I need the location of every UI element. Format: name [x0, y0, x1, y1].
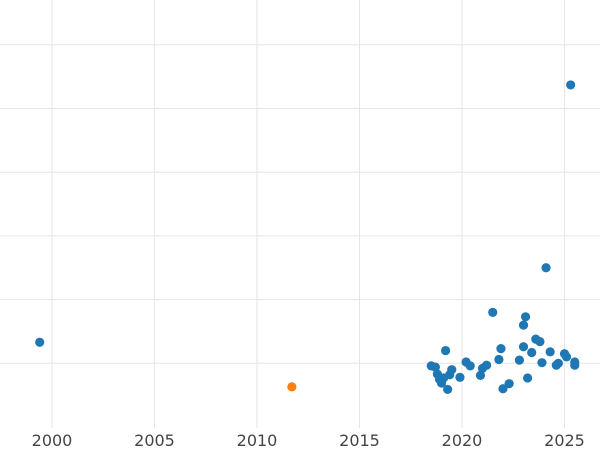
data-point-s0-39 [570, 357, 580, 367]
data-point-s0-23 [518, 342, 529, 352]
data-point-s0-10 [447, 365, 457, 375]
x-tick-label-2015: 2015 [339, 431, 380, 450]
data-point-s0-20 [498, 384, 508, 394]
data-point-s0-26 [523, 373, 533, 383]
data-point-s0-11 [455, 372, 465, 382]
data-point-s1-0 [287, 382, 297, 392]
data-point-s0-32 [545, 347, 555, 357]
data-point-s0-0 [35, 337, 45, 347]
data-point-s0-34 [553, 358, 563, 368]
data-points [35, 80, 580, 395]
data-point-s0-7 [441, 345, 451, 356]
x-tick-label-2005: 2005 [134, 431, 175, 450]
data-point-s0-22 [514, 355, 525, 365]
data-point-s0-25 [520, 312, 531, 322]
data-point-s0-31 [541, 263, 551, 273]
data-point-s0-8 [443, 384, 453, 395]
data-point-s0-17 [488, 307, 498, 317]
data-point-s0-18 [494, 354, 504, 365]
data-point-s0-14 [475, 370, 486, 381]
data-point-s0-13 [465, 361, 475, 371]
grid-layer [0, 0, 600, 428]
data-point-s0-16 [482, 360, 492, 370]
data-point-s0-30 [537, 358, 547, 368]
data-point-s0-2 [430, 362, 440, 372]
data-point-s0-29 [535, 337, 545, 347]
data-point-s0-36 [561, 352, 572, 362]
x-axis-tick-labels: 2000 2005 2010 2015 2020 2025 [32, 431, 585, 450]
data-point-s0-37 [566, 80, 576, 90]
x-tick-label-2010: 2010 [237, 431, 278, 450]
x-tick-label-2020: 2020 [442, 431, 483, 450]
data-point-s0-24 [518, 320, 529, 330]
x-tick-label-2000: 2000 [32, 431, 73, 450]
data-point-s0-21 [504, 379, 514, 389]
x-tick-label-2025: 2025 [544, 431, 585, 450]
data-point-s0-19 [496, 344, 506, 354]
data-point-s0-27 [527, 347, 537, 358]
